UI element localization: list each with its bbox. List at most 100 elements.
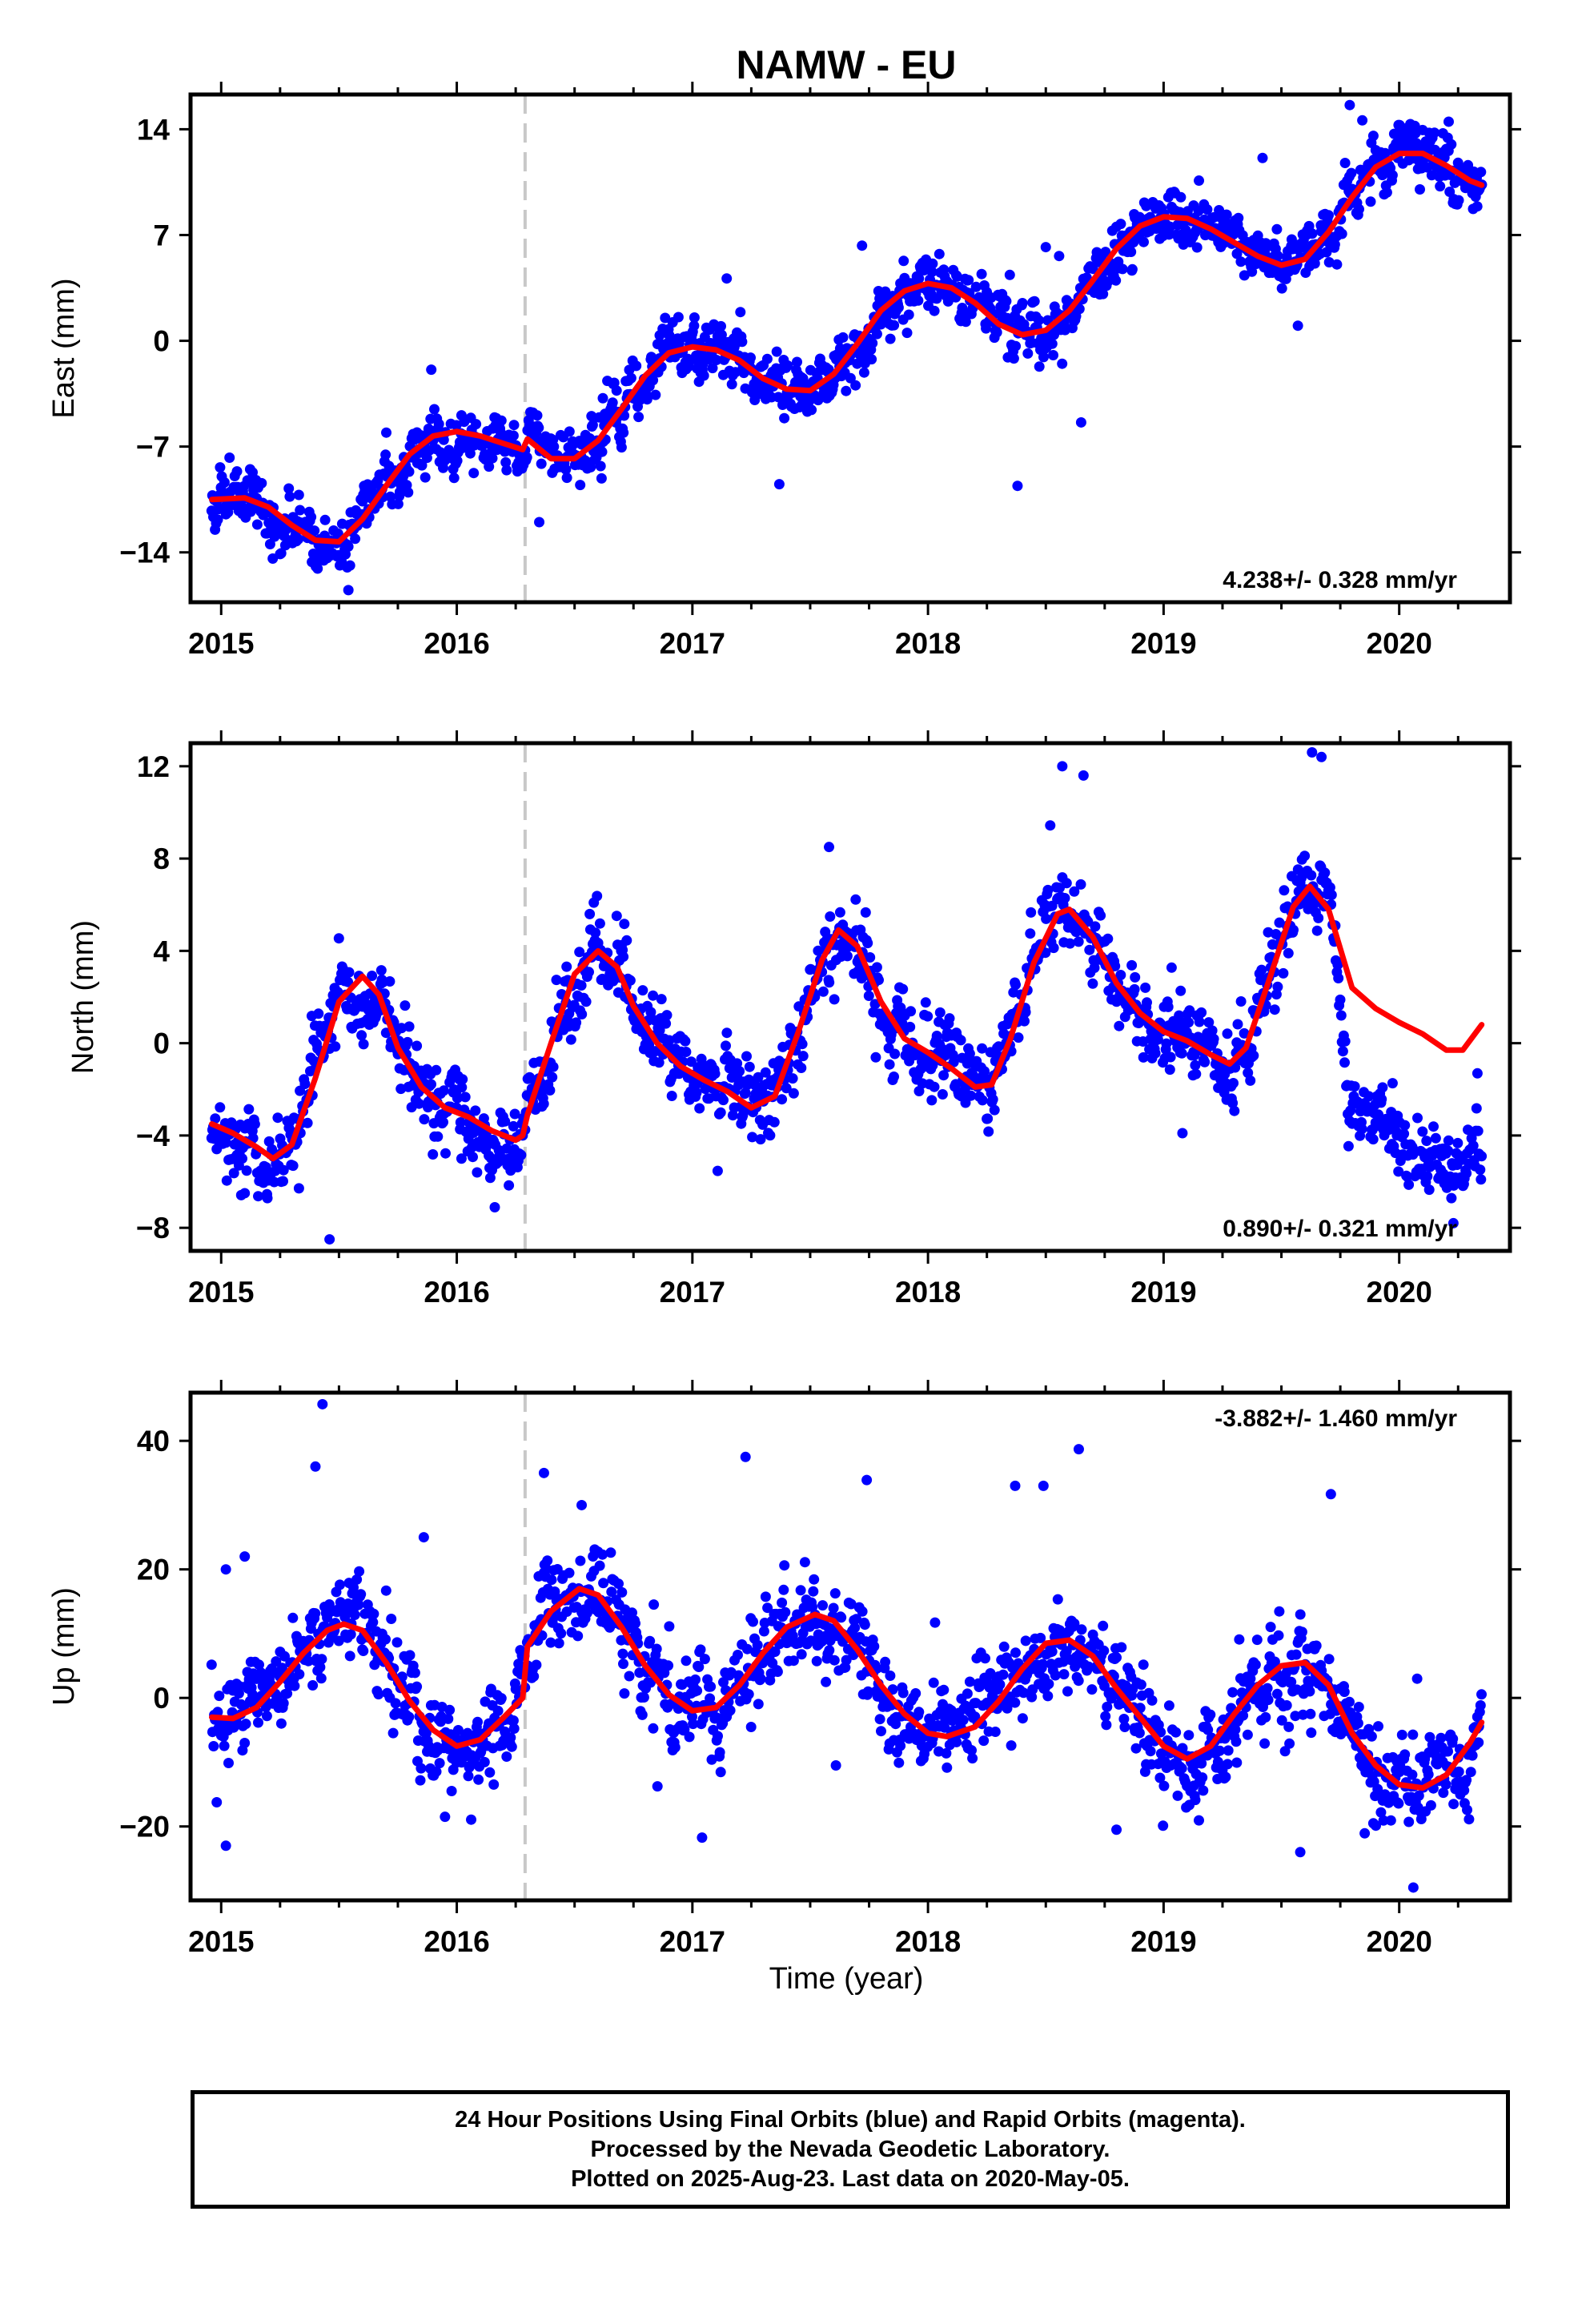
data-point — [256, 477, 267, 489]
data-point — [653, 1057, 665, 1068]
data-point — [849, 1622, 861, 1634]
data-point — [777, 1094, 788, 1105]
data-point — [1090, 921, 1101, 932]
data-point — [1261, 242, 1272, 253]
data-point — [1019, 1015, 1030, 1027]
data-point — [1453, 195, 1464, 206]
data-point — [1426, 170, 1437, 181]
data-point — [1098, 288, 1109, 300]
data-point — [765, 1130, 776, 1141]
data-point — [1323, 210, 1334, 221]
data-point — [584, 908, 596, 919]
data-point — [509, 1108, 520, 1120]
data-point — [1378, 1815, 1389, 1826]
data-point — [310, 1608, 321, 1619]
data-point — [208, 1741, 219, 1751]
data-point — [1476, 1151, 1488, 1162]
data-point — [1043, 1679, 1054, 1690]
data-point — [1407, 1729, 1419, 1740]
data-point — [1308, 899, 1319, 910]
data-point — [897, 1687, 909, 1699]
data-point — [219, 1740, 230, 1751]
data-point — [249, 1119, 260, 1130]
data-point — [283, 483, 295, 494]
data-point — [895, 1740, 906, 1751]
data-point — [215, 1102, 226, 1113]
x-tick-label: 2018 — [895, 627, 961, 660]
data-point — [753, 1072, 764, 1083]
final-orbit-points — [206, 747, 1488, 1251]
data-point — [343, 967, 355, 978]
data-point — [681, 1655, 692, 1667]
data-point — [571, 1017, 582, 1028]
data-point — [1461, 1775, 1472, 1786]
data-point — [496, 415, 507, 426]
data-point — [1291, 1649, 1302, 1660]
x-axis-label: Time (year) — [769, 1962, 924, 1996]
data-point — [631, 360, 642, 372]
data-point — [367, 1617, 379, 1628]
data-point — [889, 320, 900, 331]
data-point — [809, 1574, 820, 1585]
x-axis — [219, 82, 1460, 615]
data-point — [1403, 1816, 1415, 1827]
data-point — [1467, 1750, 1478, 1761]
data-point — [782, 360, 793, 371]
data-point — [619, 919, 630, 930]
data-point — [938, 1070, 950, 1081]
data-point — [806, 404, 817, 416]
data-point — [871, 328, 882, 340]
data-point — [1468, 1140, 1479, 1152]
data-point — [220, 1840, 231, 1852]
data-point — [220, 1564, 231, 1575]
data-point — [1263, 1695, 1274, 1706]
data-point — [1256, 964, 1267, 975]
data-point — [977, 1043, 988, 1054]
data-point — [648, 990, 659, 1001]
data-point — [611, 911, 622, 922]
data-point — [1359, 1827, 1371, 1839]
data-point — [487, 452, 498, 464]
data-point — [1247, 266, 1258, 277]
data-point — [773, 479, 785, 490]
data-point — [1034, 361, 1045, 372]
data-point — [271, 1656, 282, 1667]
data-point — [1344, 99, 1355, 111]
data-point — [457, 1074, 468, 1085]
data-point — [836, 1612, 847, 1623]
data-point — [1260, 1711, 1271, 1723]
data-point — [564, 1567, 575, 1578]
data-point — [1075, 416, 1086, 428]
data-point — [796, 1063, 807, 1073]
data-point — [380, 449, 391, 460]
data-point — [737, 336, 748, 348]
data-point — [860, 907, 871, 918]
data-point — [741, 1051, 752, 1062]
data-point — [356, 1030, 367, 1041]
data-point — [1087, 978, 1098, 989]
data-point — [272, 1112, 283, 1124]
data-point — [1365, 196, 1376, 207]
data-point — [1138, 1051, 1149, 1063]
data-point — [1232, 1019, 1243, 1030]
y-axis-label: East (mm) — [47, 278, 81, 418]
data-point — [651, 1643, 662, 1655]
data-point — [1354, 203, 1364, 215]
data-point — [1190, 1795, 1201, 1806]
data-point — [1086, 1684, 1098, 1695]
data-point — [278, 1698, 289, 1709]
data-point — [295, 505, 306, 516]
data-point — [1415, 1814, 1427, 1824]
data-point — [312, 563, 323, 574]
data-point — [1145, 1746, 1156, 1757]
data-point — [1273, 1630, 1284, 1641]
data-point — [463, 1771, 474, 1782]
data-point — [741, 1643, 753, 1655]
data-point — [1304, 1686, 1315, 1697]
data-point — [456, 1082, 468, 1093]
data-point — [745, 352, 756, 364]
data-point — [263, 1136, 275, 1147]
data-point — [772, 1667, 783, 1677]
data-point — [546, 1574, 557, 1586]
